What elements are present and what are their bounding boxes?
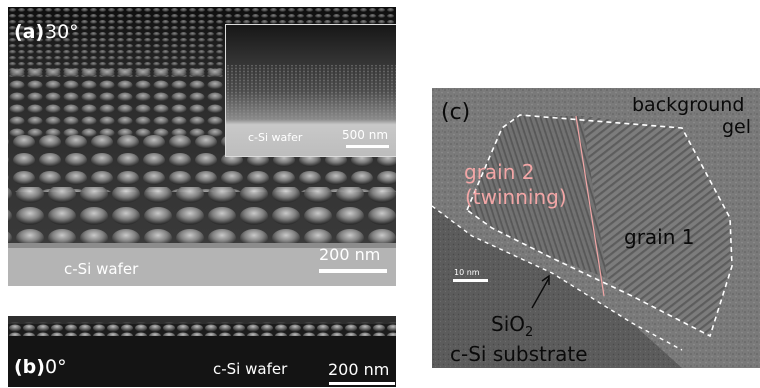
sem-image-b (8, 316, 396, 387)
panel-a-angle: 30° (45, 21, 79, 43)
background-gel-label-line2: gel (722, 116, 752, 138)
panel-a-wafer-label: c-Si wafer (64, 260, 139, 278)
panel-b-scale-label: 200 nm (328, 360, 390, 379)
inset-wafer-label: c-Si wafer (248, 131, 303, 144)
grain1-label: grain 1 (624, 225, 695, 249)
substrate-label: c-Si substrate (450, 342, 588, 366)
panel-c-scale-label: 10 nm (454, 268, 480, 277)
grain2-label-line1: grain 2 (464, 160, 535, 184)
sio2-label-subscript: 2 (525, 325, 534, 340)
grain2-label-line2: (twinning) (465, 185, 567, 209)
panel-a-scale-label: 200 nm (319, 245, 381, 264)
panel-c-scale-bar (453, 279, 488, 282)
sio2-label: SiO2 (491, 314, 533, 339)
sio2-label-base: SiO (491, 312, 525, 336)
panel-b-label: (b) (14, 356, 45, 378)
background-gel-label-line1: background (632, 94, 745, 116)
panel-b-angle: 0° (45, 356, 67, 378)
tem-panel-c: (c) background gel grain 2 (twinning) gr… (432, 88, 760, 368)
sem-panel-b: (b) 0° c-Si wafer 200 nm (8, 316, 396, 387)
panel-b-scale-bar (329, 382, 395, 385)
panel-b-wafer-label: c-Si wafer (213, 360, 288, 378)
panel-a-scale-bar (319, 269, 387, 273)
tem-image-c (432, 88, 760, 368)
panel-a-label: (a) (14, 21, 45, 43)
inset-sem-image (226, 25, 396, 156)
inset-scale-bar (346, 145, 389, 148)
panel-a-inset: c-Si wafer 500 nm (225, 24, 396, 157)
sem-panel-a: (a) 30° c-Si wafer 200 nm c-Si wafer (8, 7, 396, 286)
panel-c-label: (c) (441, 100, 471, 125)
inset-scale-label: 500 nm (342, 128, 389, 142)
